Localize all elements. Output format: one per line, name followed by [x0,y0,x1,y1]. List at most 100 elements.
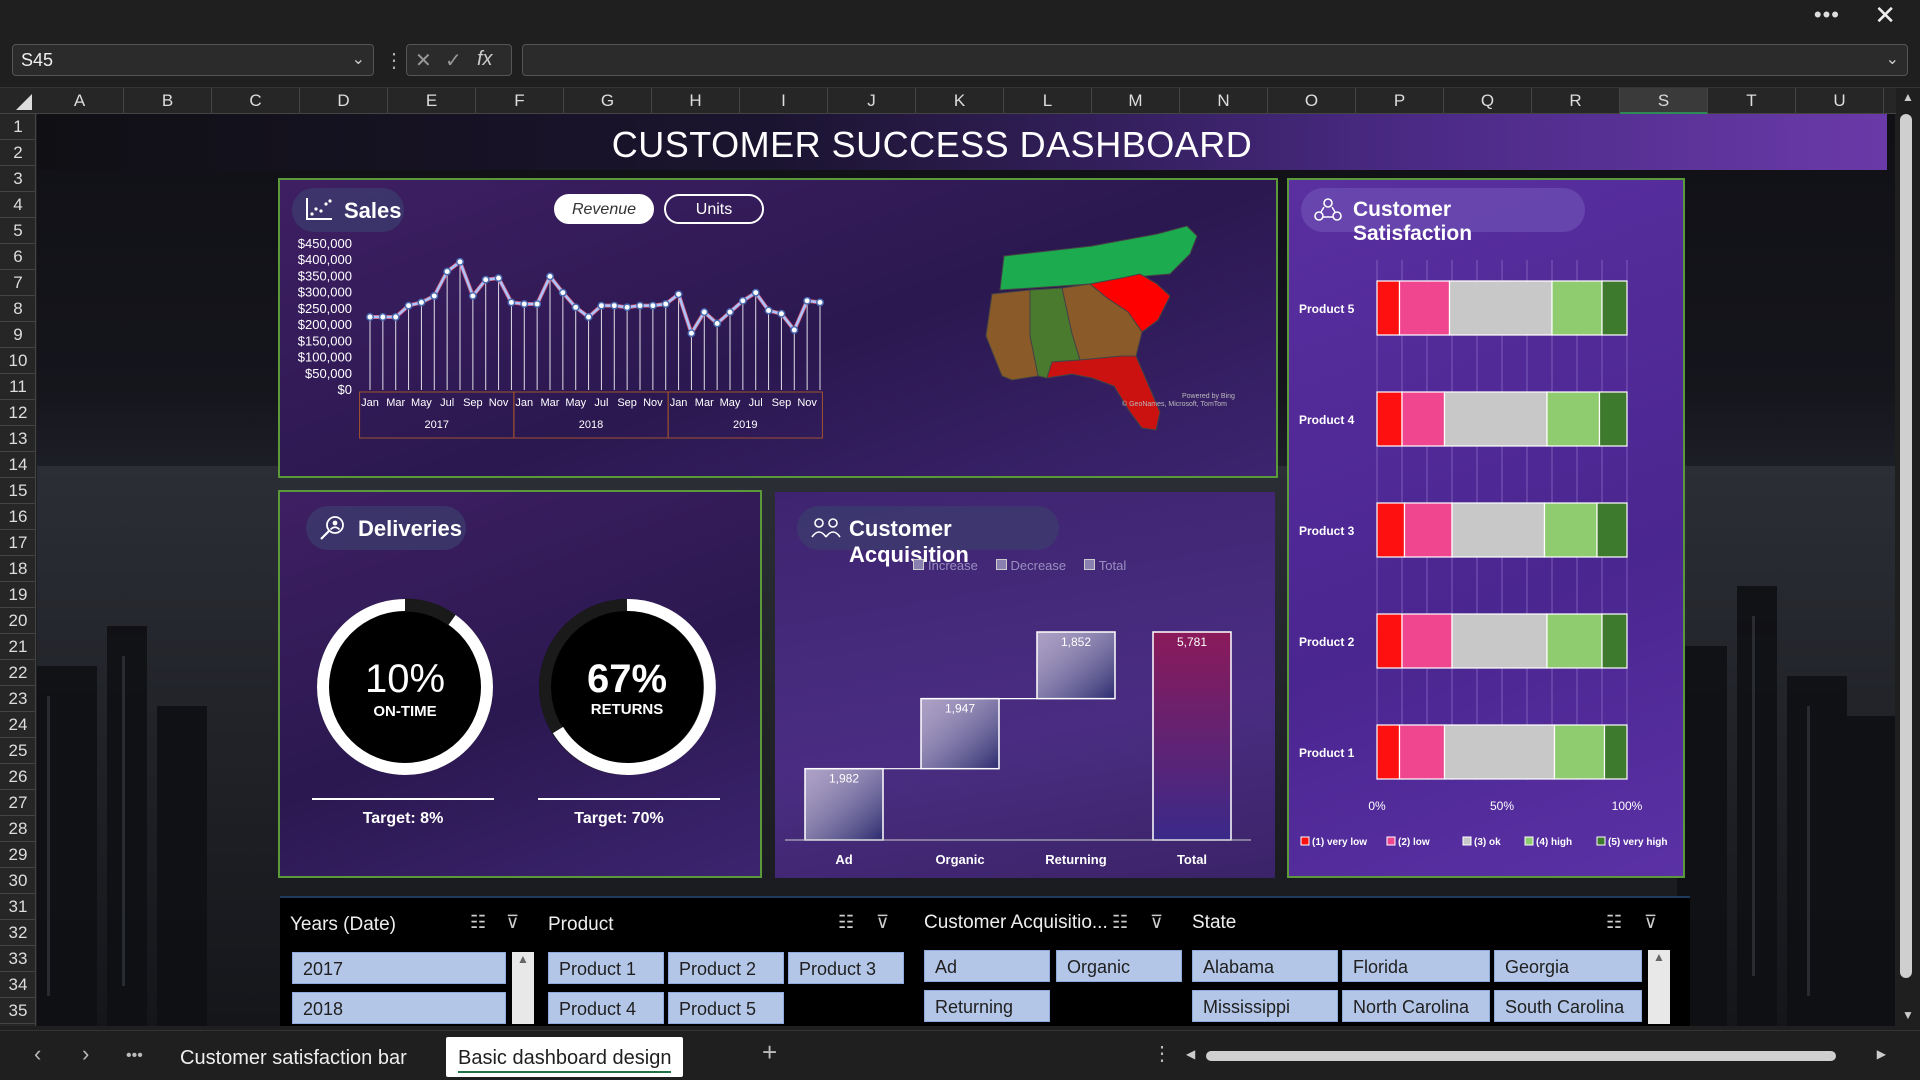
satisfaction-bar-segment[interactable] [1451,613,1548,669]
sales-point[interactable] [443,267,452,276]
sales-point[interactable] [636,301,644,310]
sales-point[interactable] [456,257,464,266]
column-header-L[interactable]: L [1004,88,1092,114]
satisfaction-bar-segment[interactable] [1376,391,1403,447]
row-header-4[interactable]: 4 [0,192,36,218]
cancel-icon[interactable]: ✕ [415,50,432,72]
row-header-7[interactable]: 7 [0,270,36,296]
row-header-26[interactable]: 26 [0,764,36,790]
slicer-item-year[interactable]: 2017 [292,952,506,984]
satisfaction-bar-segment[interactable] [1551,280,1603,336]
sales-point[interactable] [751,288,760,297]
row-header-13[interactable]: 13 [0,426,36,452]
row-header-24[interactable]: 24 [0,712,36,738]
satisfaction-bar-segment[interactable] [1376,502,1406,558]
satisfaction-bar-segment[interactable] [1376,613,1403,669]
column-header-S[interactable]: S [1620,88,1708,114]
state-slicer-scrollbar[interactable]: ▲ [1648,950,1670,1024]
sales-point[interactable] [674,290,683,299]
sales-point[interactable] [764,306,773,315]
satisfaction-bar-segment[interactable] [1546,613,1603,669]
row-header-31[interactable]: 31 [0,894,36,920]
vertical-scroll-thumb[interactable] [1900,114,1912,978]
multi-select-icon[interactable]: ☷ [1112,912,1129,932]
column-header-F[interactable]: F [476,88,564,114]
clear-filter-icon[interactable]: ⊽ [1150,912,1164,932]
satisfaction-bar-segment[interactable] [1598,391,1628,447]
clear-filter-icon[interactable]: ⊽ [1644,912,1658,932]
slicer-item-product[interactable]: Product 2 [668,952,784,984]
slicer-item-acquisition[interactable]: Returning [924,990,1050,1022]
row-header-2[interactable]: 2 [0,140,36,166]
acquisition-bar[interactable] [1036,631,1116,700]
column-header-A[interactable]: A [36,88,124,114]
map-state-florida[interactable] [1046,355,1161,431]
prev-sheet-icon[interactable]: ‹ [34,1041,42,1066]
sales-point[interactable] [430,291,439,300]
sales-point[interactable] [803,296,812,305]
row-header-23[interactable]: 23 [0,686,36,712]
tab-customer-satisfaction-bar[interactable]: Customer satisfaction bar [168,1037,419,1077]
slicer-item-product[interactable]: Product 3 [788,952,904,984]
column-header-Q[interactable]: Q [1444,88,1532,114]
slicer-item-state[interactable]: Mississippi [1192,990,1338,1022]
row-header-11[interactable]: 11 [0,374,36,400]
sales-point[interactable] [584,313,593,321]
row-header-17[interactable]: 17 [0,530,36,556]
sales-point[interactable] [494,274,503,283]
tab-options-icon[interactable]: ⋮ [1152,1043,1172,1065]
column-header-M[interactable]: M [1092,88,1180,114]
scroll-down-icon[interactable]: ▼ [1902,1008,1914,1022]
acquisition-bar[interactable] [920,697,1000,770]
column-header-C[interactable]: C [212,88,300,114]
row-header-21[interactable]: 21 [0,634,36,660]
satisfaction-bar-segment[interactable] [1398,280,1451,336]
sales-point[interactable] [468,291,477,300]
sales-point[interactable] [378,313,387,321]
sales-point[interactable] [648,301,657,310]
row-header-15[interactable]: 15 [0,478,36,504]
column-header-U[interactable]: U [1796,88,1884,114]
add-sheet-icon[interactable]: + [762,1037,778,1067]
satisfaction-bar-segment[interactable] [1601,613,1628,669]
satisfaction-bar-segment[interactable] [1596,502,1628,558]
column-header-O[interactable]: O [1268,88,1356,114]
sales-point[interactable] [687,329,696,338]
column-header-D[interactable]: D [300,88,388,114]
slicer-item-product[interactable]: Product 4 [548,992,664,1024]
satisfaction-bar-segment[interactable] [1601,280,1628,336]
units-toggle[interactable]: Units [664,194,764,224]
column-header-J[interactable]: J [828,88,916,114]
satisfaction-bar-segment[interactable] [1546,391,1601,447]
row-header-16[interactable]: 16 [0,504,36,530]
column-header-K[interactable]: K [916,88,1004,114]
slicer-item-acquisition[interactable]: Ad [924,950,1050,982]
sales-point[interactable] [391,313,400,321]
row-header-29[interactable]: 29 [0,842,36,868]
row-header-27[interactable]: 27 [0,790,36,816]
sales-point[interactable] [738,296,747,305]
satisfaction-bar-segment[interactable] [1603,724,1628,780]
slicer-item-state[interactable]: South Carolina [1494,990,1642,1022]
acquisition-bar[interactable] [804,767,884,841]
slicer-item-state[interactable]: Georgia [1494,950,1642,982]
sales-point[interactable] [571,303,580,312]
row-header-22[interactable]: 22 [0,660,36,686]
row-header-8[interactable]: 8 [0,296,36,322]
sales-point[interactable] [713,319,722,328]
slicer-item-product[interactable]: Product 5 [668,992,784,1024]
function-icon[interactable]: fx [477,48,493,70]
column-header-I[interactable]: I [740,88,828,114]
row-header-30[interactable]: 30 [0,868,36,894]
column-header-P[interactable]: P [1356,88,1444,114]
years-slicer-scrollbar[interactable]: ▲ [512,952,534,1024]
satisfaction-bar-segment[interactable] [1553,724,1606,780]
chevron-down-icon[interactable]: ⌄ [351,51,365,68]
column-header-N[interactable]: N [1180,88,1268,114]
sales-point[interactable] [726,308,734,317]
column-header-H[interactable]: H [652,88,740,114]
column-header-T[interactable]: T [1708,88,1796,114]
satisfaction-bar-segment[interactable] [1398,724,1446,780]
satisfaction-bar-segment[interactable] [1401,613,1453,669]
map-state-north-carolina[interactable] [999,225,1198,291]
